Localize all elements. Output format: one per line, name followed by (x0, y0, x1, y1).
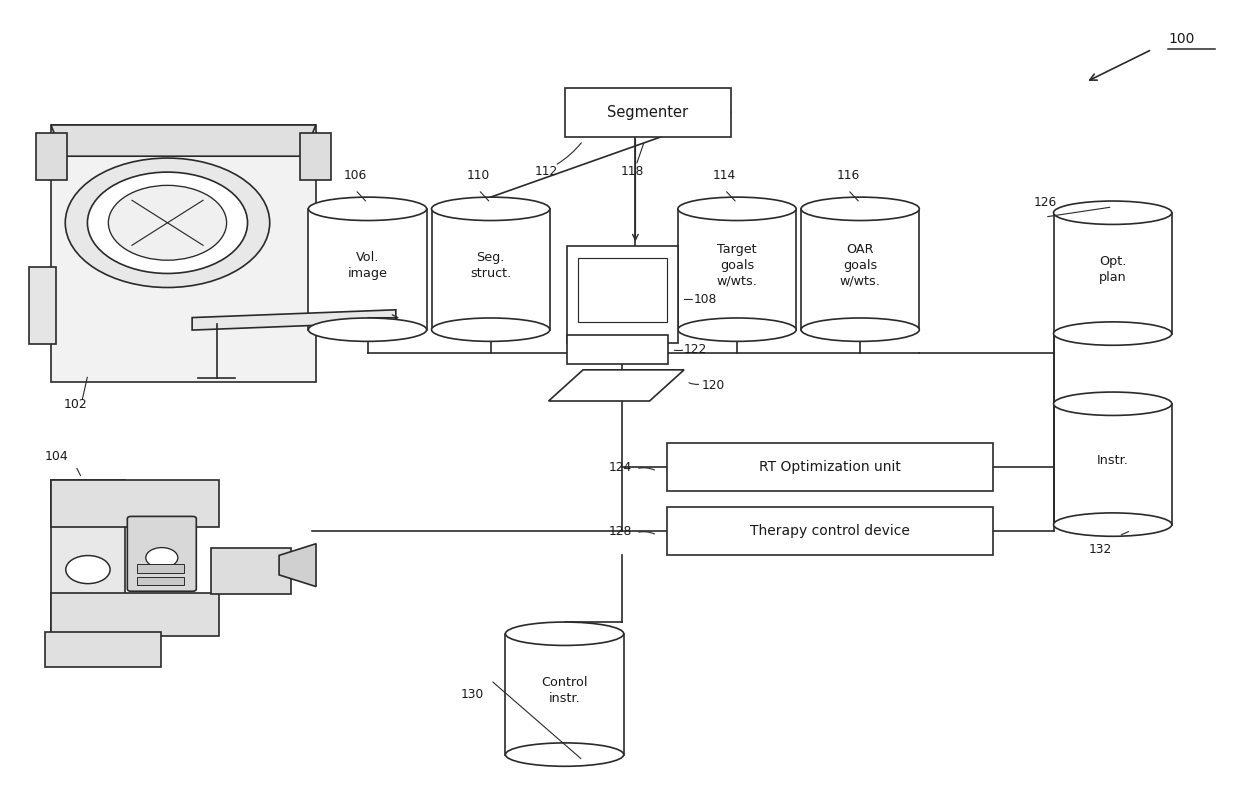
Text: Control
instr.: Control instr. (542, 676, 588, 704)
Text: 118: 118 (621, 165, 644, 178)
Polygon shape (678, 209, 796, 329)
Polygon shape (51, 125, 316, 382)
Polygon shape (548, 370, 684, 401)
Text: 104: 104 (45, 450, 68, 463)
Circle shape (66, 556, 110, 584)
Ellipse shape (309, 197, 427, 221)
Text: z: z (377, 324, 383, 333)
FancyBboxPatch shape (51, 480, 219, 526)
FancyBboxPatch shape (567, 246, 678, 344)
Ellipse shape (506, 622, 624, 645)
FancyBboxPatch shape (567, 335, 668, 364)
Ellipse shape (309, 318, 427, 341)
Circle shape (146, 548, 177, 568)
Text: 116: 116 (836, 169, 859, 182)
Polygon shape (309, 209, 427, 329)
Ellipse shape (506, 743, 624, 766)
Text: RT Optimization unit: RT Optimization unit (759, 460, 901, 474)
Polygon shape (432, 209, 549, 329)
Text: 128: 128 (609, 525, 631, 537)
Ellipse shape (678, 197, 796, 221)
Text: 102: 102 (63, 398, 87, 411)
Text: 130: 130 (460, 688, 484, 701)
Polygon shape (192, 310, 396, 330)
FancyBboxPatch shape (128, 516, 196, 591)
Text: Vol.
image: Vol. image (347, 251, 387, 280)
Text: OAR
goals
w/wts.: OAR goals w/wts. (839, 243, 880, 288)
Ellipse shape (1054, 322, 1172, 345)
FancyBboxPatch shape (667, 507, 993, 556)
Ellipse shape (678, 318, 796, 341)
Ellipse shape (1054, 513, 1172, 537)
Text: 108: 108 (693, 293, 717, 306)
FancyBboxPatch shape (138, 578, 184, 585)
Text: 126: 126 (1033, 196, 1056, 210)
Ellipse shape (801, 197, 919, 221)
Text: Segmenter: Segmenter (608, 105, 688, 120)
FancyBboxPatch shape (51, 593, 219, 636)
Text: 112: 112 (534, 165, 558, 178)
Circle shape (66, 158, 270, 288)
FancyBboxPatch shape (51, 480, 125, 636)
Polygon shape (279, 544, 316, 586)
Text: 114: 114 (713, 169, 737, 182)
Text: 120: 120 (702, 379, 725, 392)
FancyBboxPatch shape (36, 133, 67, 180)
Text: 100: 100 (1168, 32, 1194, 46)
Text: 124: 124 (609, 461, 631, 474)
Polygon shape (506, 634, 624, 755)
Polygon shape (801, 209, 919, 329)
Ellipse shape (432, 197, 549, 221)
FancyBboxPatch shape (29, 266, 56, 344)
Polygon shape (211, 548, 291, 594)
FancyBboxPatch shape (138, 564, 184, 574)
Polygon shape (1054, 213, 1172, 333)
Text: Seg.
struct.: Seg. struct. (470, 251, 511, 280)
Polygon shape (1054, 403, 1172, 525)
FancyBboxPatch shape (300, 133, 331, 180)
Ellipse shape (1054, 201, 1172, 225)
Polygon shape (51, 125, 316, 156)
Text: 122: 122 (683, 343, 707, 356)
Ellipse shape (801, 318, 919, 341)
FancyBboxPatch shape (578, 258, 667, 322)
Text: 110: 110 (466, 169, 490, 182)
Text: Target
goals
w/wts.: Target goals w/wts. (717, 243, 758, 288)
Ellipse shape (1054, 392, 1172, 415)
Circle shape (88, 172, 248, 273)
FancyBboxPatch shape (564, 87, 730, 136)
Circle shape (108, 185, 227, 260)
Text: Instr.: Instr. (1096, 454, 1128, 466)
Text: Opt.
plan: Opt. plan (1099, 255, 1127, 284)
Text: 132: 132 (1089, 544, 1112, 556)
FancyBboxPatch shape (45, 632, 161, 667)
Ellipse shape (432, 318, 549, 341)
Text: 106: 106 (343, 169, 367, 182)
Text: Therapy control device: Therapy control device (750, 524, 910, 538)
FancyBboxPatch shape (667, 443, 993, 492)
